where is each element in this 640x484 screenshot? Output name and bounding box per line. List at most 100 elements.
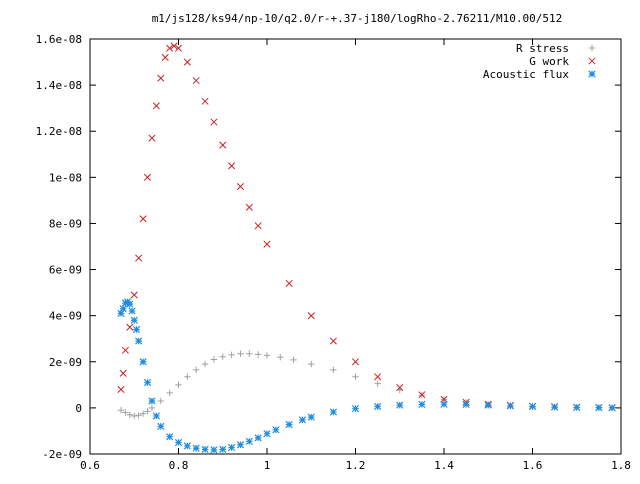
y-tick-label: 1.6e-08 [36, 33, 82, 46]
acoustic-flux-point [227, 443, 236, 452]
g-work-point [228, 162, 236, 170]
legend-label-acoustic-flux: Acoustic flux [483, 68, 569, 81]
y-tick-label: 1.4e-08 [36, 79, 82, 92]
r-stress-point [277, 353, 284, 361]
x-tick-label: 1.6 [523, 459, 543, 472]
r-stress-point [139, 410, 147, 417]
x-tick-label: 1.8 [611, 459, 631, 472]
acoustic-flux-point [192, 444, 200, 452]
acoustic-flux-point [132, 325, 141, 334]
r-stress-point [122, 409, 129, 416]
g-work-point [329, 337, 337, 345]
r-stress-point [237, 350, 244, 357]
g-work-point [148, 134, 156, 142]
g-work-point [119, 369, 127, 377]
r-stress-point [193, 366, 200, 374]
r-stress-point [126, 411, 134, 419]
g-work-point [245, 203, 253, 211]
g-work-point [254, 222, 262, 230]
g-work-point [130, 291, 138, 299]
legend-label-g-work: G work [529, 55, 569, 68]
acoustic-flux-point [119, 305, 127, 313]
g-work-point [201, 97, 209, 105]
r-stress-point [210, 356, 218, 363]
legend-marker-acoustic-flux [588, 70, 596, 78]
acoustic-flux-point [139, 358, 147, 366]
acoustic-flux-point [351, 404, 360, 413]
y-tick-label: -2e-09 [42, 448, 82, 461]
chart-title: m1/js128/ks94/np-10/q2.0/r-+.37-j180/log… [152, 12, 563, 25]
g-work-point [285, 279, 293, 287]
acoustic-flux-point [157, 422, 165, 430]
r-stress-point [330, 366, 337, 374]
legend-label-r-stress: R stress [516, 42, 569, 55]
acoustic-flux-point [418, 400, 426, 409]
acoustic-flux-point [329, 408, 337, 416]
g-work-point [396, 384, 404, 392]
acoustic-flux-point [506, 402, 514, 410]
acoustic-flux-point [166, 433, 174, 441]
legend-marker-g-work [588, 57, 596, 65]
r-stress-point [290, 356, 297, 364]
y-tick-label: 1.2e-08 [36, 125, 82, 138]
r-stress-point [175, 381, 182, 389]
g-work-point [117, 385, 125, 393]
acoustic-flux-point [484, 401, 492, 409]
acoustic-flux-point [130, 316, 138, 324]
g-work-point [161, 53, 169, 61]
r-stress-point [201, 360, 209, 368]
r-stress-point [228, 351, 235, 359]
acoustic-flux-point [254, 434, 262, 442]
acoustic-flux-point [307, 413, 315, 421]
y-tick-label: 1e-08 [49, 171, 82, 184]
acoustic-flux-point [573, 403, 581, 412]
r-stress-point [263, 352, 271, 359]
g-work-point [307, 312, 315, 320]
r-stress-point [131, 412, 138, 420]
acoustic-flux-point [374, 402, 382, 411]
acoustic-flux-point [551, 403, 559, 411]
g-work-point [418, 391, 426, 399]
g-work-point [374, 373, 382, 381]
r-stress-point [219, 353, 226, 360]
acoustic-flux-point [121, 299, 130, 307]
acoustic-flux-point [595, 404, 603, 412]
g-work-point [170, 42, 178, 50]
acoustic-flux-point [135, 337, 143, 345]
y-tick-label: 8e-09 [49, 217, 82, 230]
acoustic-flux-point [128, 307, 136, 315]
g-work-point [219, 141, 227, 149]
g-work-point [174, 44, 183, 52]
r-stress-point [166, 389, 173, 397]
y-tick-label: 2e-09 [49, 356, 82, 369]
acoustic-flux-point [285, 420, 293, 429]
r-stress-point [308, 360, 315, 368]
x-tick-label: 1.2 [346, 459, 366, 472]
acoustic-flux-point [219, 445, 227, 454]
acoustic-flux-point [210, 446, 218, 454]
y-tick-label: 6e-09 [49, 264, 82, 277]
g-work-point [210, 118, 218, 126]
g-work-point [157, 74, 165, 82]
acoustic-flux-point [528, 402, 537, 411]
acoustic-flux-point [245, 437, 253, 445]
acoustic-flux-point [440, 400, 448, 408]
acoustic-flux-point [272, 426, 280, 434]
r-stress-point [374, 380, 381, 387]
r-stress-point [184, 373, 191, 380]
r-stress-point [352, 373, 359, 380]
x-tick-label: 0.8 [169, 459, 189, 472]
g-work-point [236, 183, 245, 191]
acoustic-flux-point [126, 300, 134, 308]
g-work-point [121, 346, 129, 354]
g-work-point [192, 76, 200, 85]
g-work-point [135, 254, 143, 262]
g-work-point [183, 58, 191, 66]
x-tick-label: 1.4 [434, 459, 454, 472]
y-tick-label: 0 [75, 402, 82, 415]
x-tick-label: 0.6 [80, 459, 100, 472]
acoustic-flux-point [396, 401, 404, 409]
acoustic-flux-point [152, 412, 160, 420]
